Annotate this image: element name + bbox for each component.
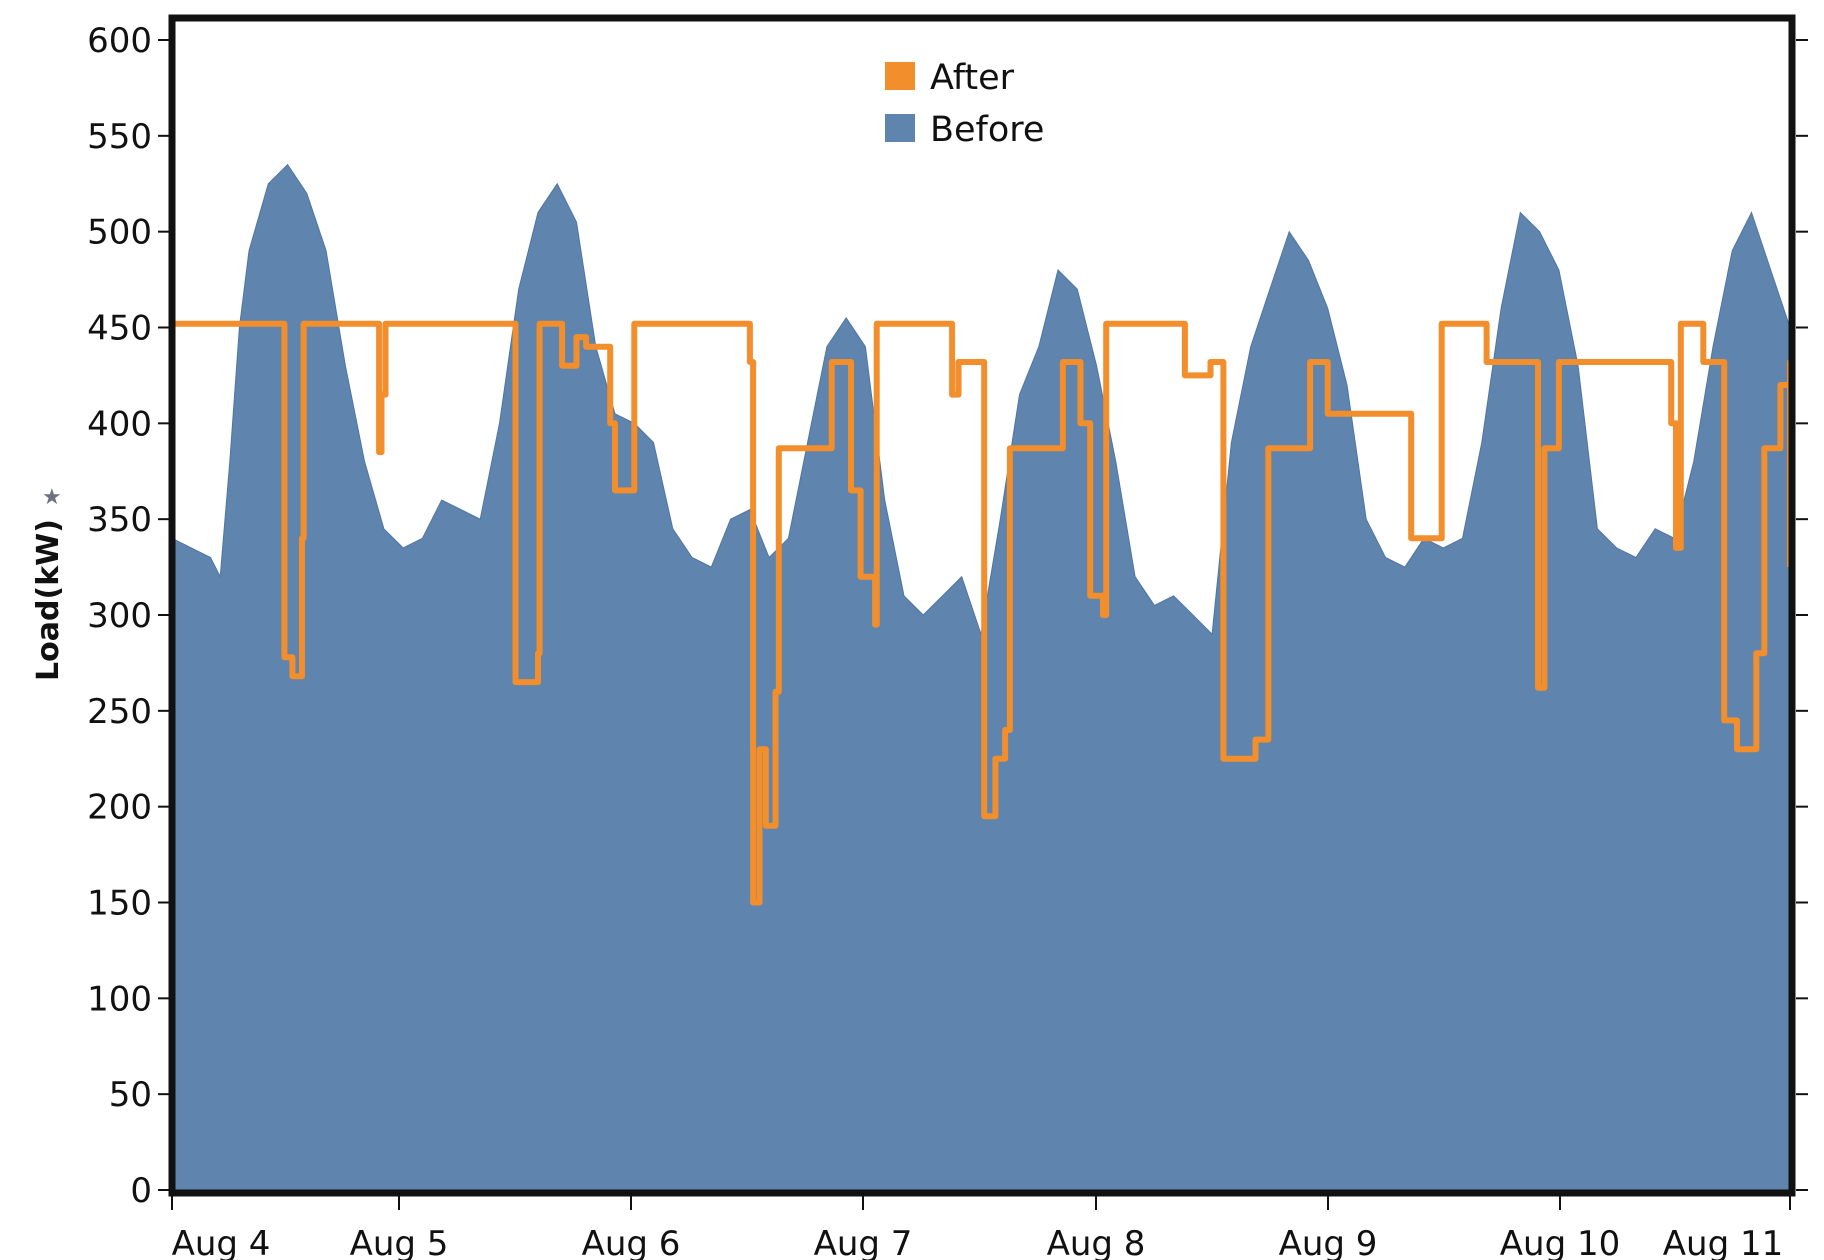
plot-frame [168, 14, 1796, 1197]
legend-label-after: After [930, 58, 1015, 98]
x-axis: Aug 4 Aug 5 Aug 6 Aug 7 Aug 8 Aug 9 Aug 10 Aug … [171, 1196, 1791, 1260]
y-tick-label: 50 [109, 1075, 152, 1115]
y-tick-label: 200 [87, 788, 152, 828]
y-axis-title: Load(kW) [31, 519, 66, 681]
x-tick-label: Aug 8 [1047, 1224, 1146, 1260]
y-tick-label: 600 [87, 21, 152, 61]
after-series-line [172, 320, 1793, 906]
legend: After Before [885, 58, 1044, 150]
y-axis: 0 50 100 150 200 250 300 350 400 450 500 550 600 [87, 21, 1808, 1211]
x-tick-label: Aug 4 [172, 1224, 271, 1260]
x-tick-label: Aug 6 [582, 1224, 681, 1260]
y-tick-label: 450 [87, 309, 152, 349]
before-series-area [171, 163, 1791, 1194]
x-tick-label: Aug 11 [1663, 1224, 1783, 1260]
x-tick-label: Aug 9 [1279, 1224, 1378, 1260]
y-tick-label: 100 [87, 979, 152, 1019]
y-tick-label: 0 [130, 1171, 152, 1211]
y-tick-label: 250 [87, 692, 152, 732]
legend-label-before: Before [930, 110, 1044, 150]
y-tick-label: 400 [87, 404, 152, 444]
y-tick-label: 350 [87, 500, 152, 540]
legend-swatch-before [885, 114, 915, 142]
legend-swatch-after [885, 62, 915, 90]
y-tick-label: 150 [87, 884, 152, 924]
x-tick-label: Aug 10 [1500, 1224, 1620, 1260]
x-tick-label: Aug 7 [814, 1224, 913, 1260]
y-tick-label: 300 [87, 596, 152, 636]
y-tick-label: 500 [87, 213, 152, 253]
y-tick-label: 550 [87, 117, 152, 157]
pin-icon: ★ [42, 485, 62, 510]
x-tick-label: Aug 5 [350, 1224, 449, 1260]
